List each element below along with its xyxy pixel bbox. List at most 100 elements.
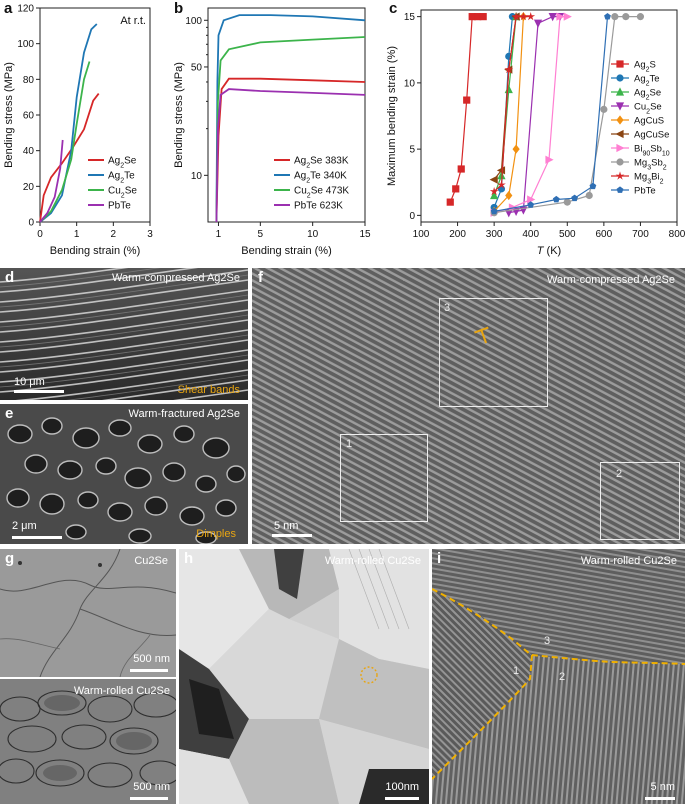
chart-c-point	[615, 129, 624, 139]
panel-g-bottom-image: Warm-rolled Cu2Se 500 nm	[0, 679, 176, 804]
chart-c-legend-label: Ag2Se	[634, 88, 661, 102]
panel-d-caption: Warm-compressed Ag2Se	[112, 272, 240, 284]
panel-i-label: i	[437, 550, 442, 567]
rolled-grains-texture	[0, 679, 176, 804]
panel-f-scalebar	[272, 534, 312, 537]
chart-a-xtick-label: 3	[147, 229, 153, 240]
chart-c-point	[616, 158, 624, 166]
chart-c-point	[615, 102, 625, 111]
chart-b-xlabel: Bending strain (%)	[241, 245, 332, 257]
chart-c-point	[497, 171, 506, 180]
chart-a-ytick-label: 60	[23, 111, 35, 122]
chart-a-ytick-label: 20	[23, 182, 35, 193]
panel-b-label: b	[174, 0, 184, 17]
chart-c-point	[452, 185, 460, 193]
chart-c-frame	[420, 9, 678, 223]
chart-c-point	[497, 180, 506, 189]
chart-c-point	[511, 12, 521, 21]
chart-c-point	[533, 19, 543, 28]
chart-c-point	[468, 13, 476, 21]
chart-c-point	[545, 155, 554, 164]
panel-h-scale-label: 100nm	[385, 781, 419, 793]
chart-c-point	[616, 74, 624, 82]
chart-c-xtick-label: 100	[413, 229, 430, 240]
grain-boundary-lattice-texture	[432, 549, 685, 804]
panel-g-top-caption: Cu2Se	[134, 555, 168, 567]
chart-a-series-line	[39, 61, 91, 223]
chart-b-legend-label: PbTe 623K	[294, 201, 343, 212]
chart-a-series-line	[39, 93, 100, 223]
panel-f-box-2	[600, 462, 680, 540]
chart-c-xtick-label: 700	[632, 229, 649, 240]
chart-c-legend-label: Mg3Bi2	[634, 172, 664, 186]
chart-b-ytick-label: 10	[191, 171, 203, 182]
chart-b-xtick-label: 5	[258, 229, 264, 240]
panel-d-label: d	[5, 269, 15, 286]
chart-c-legend-label: AgCuS	[634, 116, 664, 127]
panel-h-image: h Warm-rolled Cu2Se 100nm	[179, 549, 429, 804]
chart-c-series	[490, 13, 611, 215]
chart-c-series-line	[494, 16, 641, 214]
panel-c: c 0 5 10 15 100 200 300 400 500 600 700 800 T (K) Max…	[385, 0, 685, 260]
panel-e-scale-label: 2 μm	[12, 520, 37, 532]
chart-a-ytick-label: 0	[28, 218, 34, 229]
panel-e-caption: Warm-fractured Ag2Se	[128, 408, 240, 420]
chart-c-point	[526, 12, 536, 21]
chart-c-point	[552, 195, 560, 203]
chart-c-xtick-label: 400	[522, 229, 539, 240]
panel-i-scalebar	[645, 797, 675, 800]
chart-c-ytick-label: 15	[404, 12, 416, 23]
chart-c-point	[512, 144, 520, 154]
chart-c-point	[616, 143, 625, 153]
panel-e-image: e Warm-fractured Ag2Se 2 μm Dimples	[0, 404, 248, 544]
chart-c-point	[556, 12, 565, 21]
panel-i-grain-2: 2	[559, 671, 566, 683]
panel-i-image: i Warm-rolled Cu2Se 1 2 3 5 nm	[432, 549, 685, 804]
chart-c-ylabel: Maximum bending strain (%)	[386, 46, 398, 186]
chart-c-point	[490, 190, 499, 200]
panel-e-scalebar	[12, 536, 62, 539]
chart-c-ytick-label: 0	[409, 211, 415, 222]
chart-c-point	[585, 191, 593, 200]
chart-a-xlabel: Bending strain (%)	[50, 245, 141, 257]
chart-c-series-line	[493, 16, 524, 212]
chart-c-point	[611, 13, 619, 21]
panel-g-bottom-scalebar	[130, 797, 168, 800]
panel-f-box-3-number: 3	[444, 302, 451, 314]
panel-i-scale-label: 5 nm	[650, 781, 675, 793]
chart-b-series-line	[215, 14, 366, 223]
chart-b-ytick-label: 100	[185, 16, 202, 27]
chart-c-xtick-label: 500	[559, 229, 576, 240]
chart-c-series	[489, 12, 536, 196]
chart-c-xtick-label: 300	[486, 229, 503, 240]
chart-c-point	[504, 84, 513, 94]
panel-g-top-image: g Cu2Se 500 nm	[0, 549, 176, 677]
chart-b-series-line	[215, 36, 366, 223]
chart-c-point	[615, 171, 625, 180]
panel-g-top-scale-label: 500 nm	[133, 653, 170, 665]
chart-a-ytick-label: 40	[23, 146, 35, 157]
panel-h-label: h	[184, 550, 194, 567]
panel-h-caption: Warm-rolled Cu2Se	[324, 555, 421, 567]
chart-c-point	[615, 87, 625, 96]
panel-f-scale-label: 5 nm	[274, 520, 299, 532]
chart-c-point	[490, 207, 498, 215]
chart-b-frame	[207, 7, 366, 223]
chart-a-xtick-label: 0	[37, 229, 43, 240]
panel-g-bottom-caption: Warm-rolled Cu2Se	[73, 685, 170, 697]
chart-c-ytick-label: 5	[409, 145, 415, 156]
panel-g-label: g	[5, 550, 15, 567]
panel-d-scalebar	[14, 390, 64, 393]
chart-b-ytick-label: 50	[191, 62, 203, 73]
chart-c-point	[474, 13, 482, 21]
chart-a-legend-label: Cu2Se	[108, 186, 137, 200]
chart-c-point	[489, 175, 498, 184]
panel-i-grain-1: 1	[513, 665, 520, 677]
panel-e-label: e	[5, 405, 14, 422]
chart-c-series	[490, 12, 527, 216]
chart-a: 0 20 40 60 80 100 120 0 1 2 3 Bending strain (%) Ben…	[3, 4, 153, 258]
chart-c-series-line	[449, 16, 484, 203]
chart-c: 0 5 10 15 100 200 300 400 500 600 700 800 T (K) Maxim…	[386, 9, 685, 257]
panel-b: b 10 50 100 1 5 10 15 Bending strain (%) Bending…	[170, 0, 380, 260]
